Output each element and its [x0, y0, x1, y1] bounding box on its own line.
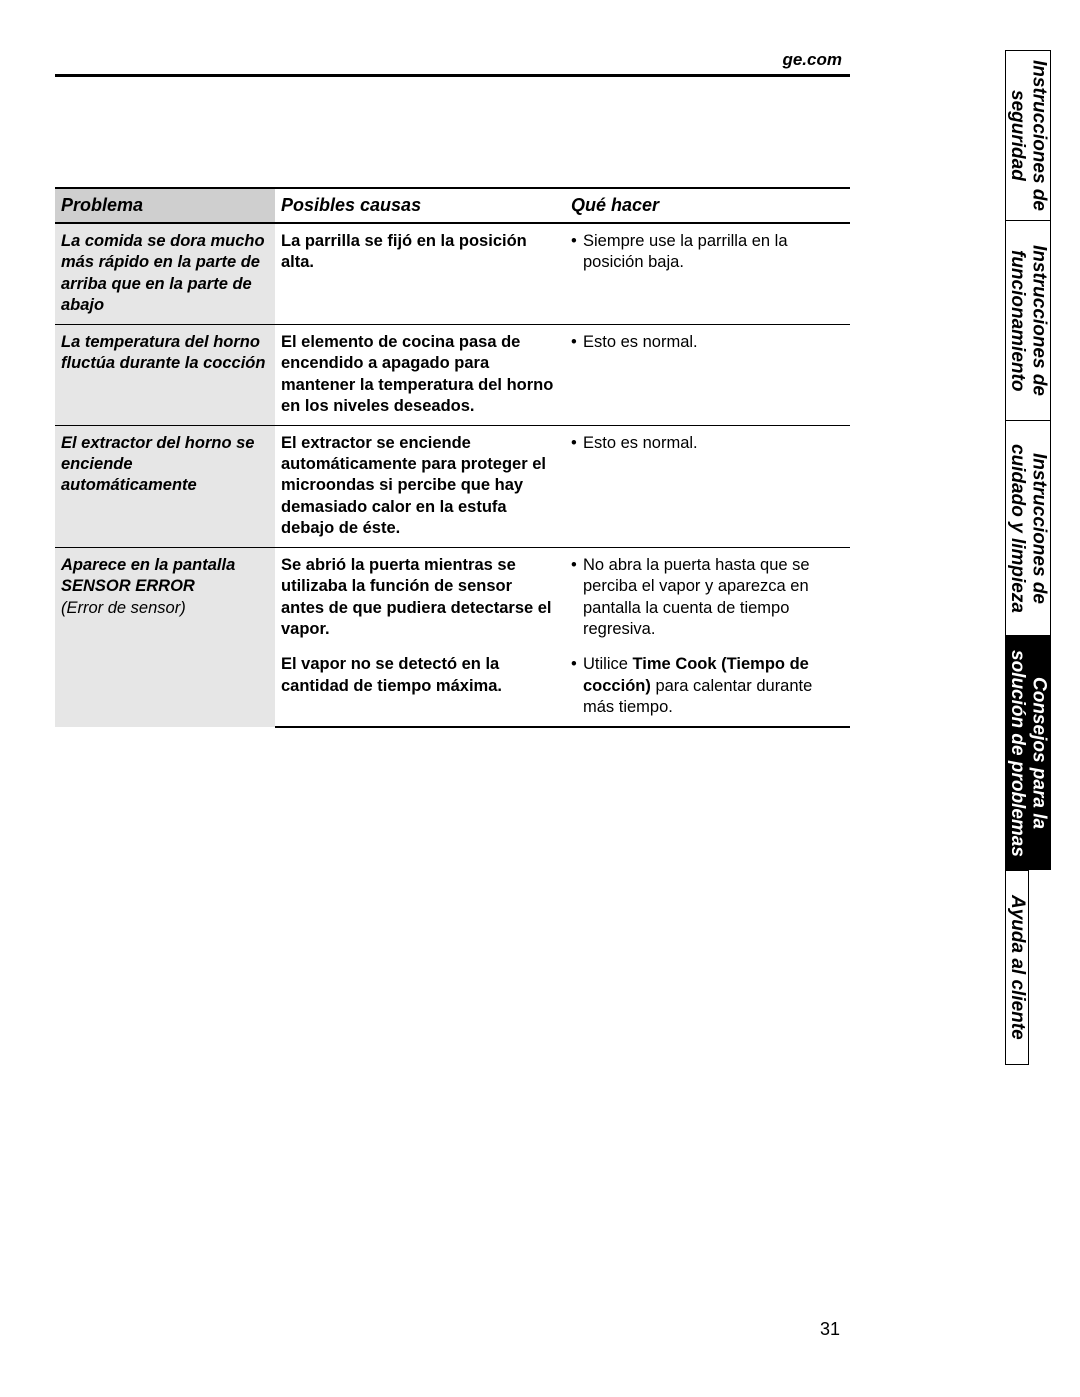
col-header-problema: Problema	[55, 188, 275, 223]
troubleshooting-table: Problema Posibles causas Qué hacer La co…	[55, 187, 850, 728]
bullet-text: Esto es normal.	[583, 332, 698, 353]
cell-causas: El extractor se enciende automáticamente…	[275, 425, 565, 547]
cell-hacer: •Siempre use la parrilla en la posición …	[565, 223, 850, 324]
bullet-icon: •	[571, 555, 583, 641]
tab-line1: Ayuda al cliente	[1007, 895, 1028, 1040]
cell-causas: El elemento de cocina pasa de encendido …	[275, 324, 565, 425]
cell-hacer: •Esto es normal.	[565, 425, 850, 547]
cell-problema: El extractor del horno se enciende autom…	[55, 425, 275, 547]
tab-line2: funcionamiento	[1007, 250, 1028, 391]
bullet-text: Utilice Time Cook (Tiempo de cocción) pa…	[583, 654, 842, 718]
cell-problema: La temperatura del horno fluctúa durante…	[55, 324, 275, 425]
problema-line1: Aparece en la pantalla	[61, 556, 235, 574]
bullet-icon: •	[571, 231, 583, 274]
cell-causas: El vapor no se detectó en la cantidad de…	[275, 647, 565, 726]
tab-line1: Instrucciones de	[1029, 60, 1050, 211]
tab-seguridad[interactable]: Instrucciones deseguridad	[1005, 50, 1051, 220]
tab-line1: Consejos para la	[1029, 677, 1050, 829]
cell-causas: La parrilla se fijó en la posición alta.	[275, 223, 565, 324]
cell-hacer: •No abra la puerta hasta que se perciba …	[565, 547, 850, 647]
problema-line2: SENSOR ERROR	[61, 577, 195, 595]
cell-problema: La comida se dora mucho más rápido en la…	[55, 223, 275, 324]
bullet-icon: •	[571, 433, 583, 454]
cell-hacer: •Esto es normal.	[565, 324, 850, 425]
table-row: La temperatura del horno fluctúa durante…	[55, 324, 850, 425]
bullet-icon: •	[571, 654, 583, 718]
cell-problema: Aparece en la pantalla SENSOR ERROR (Err…	[55, 547, 275, 727]
tab-line2: seguridad	[1007, 90, 1028, 181]
page-number: 31	[820, 1319, 840, 1340]
text-pre: Utilice	[583, 655, 633, 673]
problema-line3: (Error de sensor)	[61, 599, 186, 617]
table-row: Aparece en la pantalla SENSOR ERROR (Err…	[55, 547, 850, 647]
cell-causas: Se abrió la puerta mientras se utilizaba…	[275, 547, 565, 647]
bullet-text: Siempre use la parrilla en la posición b…	[583, 231, 842, 274]
tab-consejos[interactable]: Consejos para lasolución de problemas	[1005, 635, 1051, 870]
tab-ayuda[interactable]: Ayuda al cliente	[1005, 870, 1029, 1065]
tab-funcionamiento[interactable]: Instrucciones defuncionamiento	[1005, 220, 1051, 420]
tab-line2: solución de problemas	[1007, 650, 1028, 857]
sidebar-tabs: Instrucciones deseguridad Instrucciones …	[1005, 50, 1055, 1250]
header-link[interactable]: ge.com	[55, 50, 850, 74]
tab-line2: cuidado y limpieza	[1007, 444, 1028, 613]
table-header-row: Problema Posibles causas Qué hacer	[55, 188, 850, 223]
tab-cuidado[interactable]: Instrucciones decuidado y limpieza	[1005, 420, 1051, 635]
bullet-icon: •	[571, 332, 583, 353]
page-content: ge.com Problema Posibles causas Qué hace…	[55, 50, 850, 1350]
table-row: El extractor del horno se enciende autom…	[55, 425, 850, 547]
cell-hacer: •Utilice Time Cook (Tiempo de cocción) p…	[565, 647, 850, 726]
col-header-causas: Posibles causas	[275, 188, 565, 223]
tab-line1: Instrucciones de	[1029, 245, 1050, 396]
bullet-text: Esto es normal.	[583, 433, 698, 454]
header-rule	[55, 74, 850, 77]
table-row: La comida se dora mucho más rápido en la…	[55, 223, 850, 324]
col-header-hacer: Qué hacer	[565, 188, 850, 223]
tab-line1: Instrucciones de	[1029, 453, 1050, 604]
bullet-text: No abra la puerta hasta que se perciba e…	[583, 555, 842, 641]
